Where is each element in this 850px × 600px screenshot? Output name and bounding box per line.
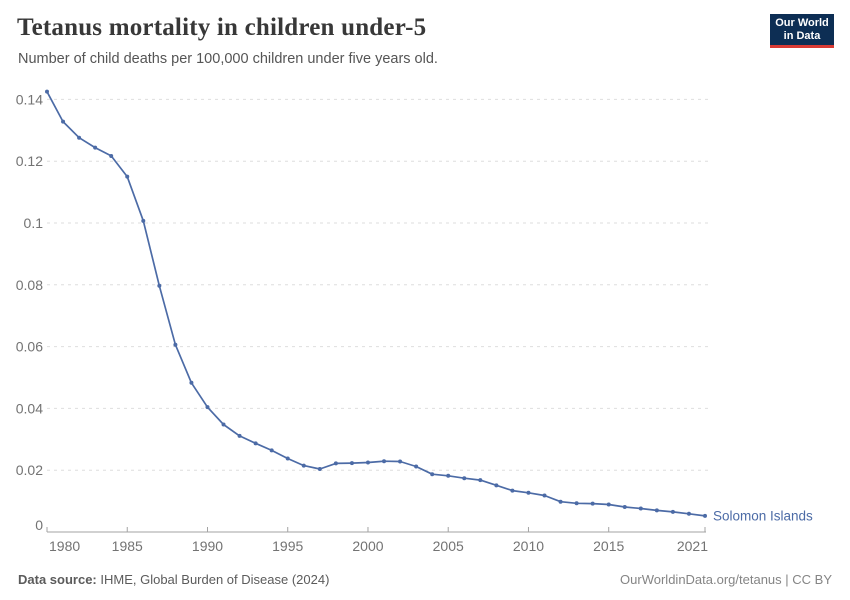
- series-entity-label[interactable]: Solomon Islands: [713, 508, 813, 523]
- data-point-marker[interactable]: [205, 405, 210, 410]
- data-point-marker[interactable]: [446, 473, 451, 478]
- x-axis-tick-label: 2005: [433, 538, 464, 554]
- owid-logo[interactable]: Our World in Data: [770, 14, 834, 48]
- y-axis-tick-label: 0.1: [24, 215, 44, 231]
- data-point-marker[interactable]: [414, 464, 419, 469]
- data-point-marker[interactable]: [654, 508, 659, 513]
- chart-title: Tetanus mortality in children under-5: [17, 14, 427, 41]
- chart-footer: Data source: IHME, Global Burden of Dise…: [18, 572, 832, 587]
- data-point-marker[interactable]: [606, 502, 611, 507]
- data-point-marker[interactable]: [125, 174, 130, 179]
- x-axis-tick-label: 1995: [272, 538, 303, 554]
- data-point-marker[interactable]: [301, 463, 306, 468]
- data-point-marker[interactable]: [333, 461, 338, 466]
- data-point-marker[interactable]: [253, 441, 258, 446]
- x-axis-tick-label: 2000: [352, 538, 383, 554]
- y-axis-tick-label: 0.02: [16, 462, 43, 478]
- data-point-marker[interactable]: [430, 472, 435, 477]
- data-source-note: Data source: IHME, Global Burden of Dise…: [18, 572, 329, 587]
- data-point-marker[interactable]: [173, 342, 178, 347]
- data-point-marker[interactable]: [141, 218, 146, 223]
- data-source-label: Data source:: [18, 572, 97, 587]
- x-axis-tick-label: 2021: [677, 538, 708, 554]
- data-point-marker[interactable]: [285, 456, 290, 461]
- data-point-marker[interactable]: [622, 504, 627, 509]
- data-point-marker[interactable]: [462, 476, 467, 481]
- y-axis-tick-label: 0.04: [16, 400, 43, 416]
- y-axis-tick-label: 0.06: [16, 339, 43, 355]
- data-point-marker[interactable]: [317, 466, 322, 471]
- owid-logo-accent-bar: [770, 45, 834, 48]
- data-point-marker[interactable]: [542, 493, 547, 498]
- data-point-marker[interactable]: [574, 501, 579, 506]
- y-axis-tick-label: 0.12: [16, 153, 43, 169]
- data-point-marker[interactable]: [526, 490, 531, 495]
- y-axis-tick-label: 0.14: [16, 91, 43, 107]
- data-point-marker[interactable]: [237, 433, 242, 438]
- license-credit-link[interactable]: OurWorldinData.org/tetanus | CC BY: [620, 572, 832, 587]
- data-point-marker[interactable]: [61, 119, 66, 124]
- data-point-marker[interactable]: [558, 499, 563, 504]
- y-axis-tick-label: 0.08: [16, 277, 43, 293]
- data-point-marker[interactable]: [398, 459, 403, 464]
- x-axis-tick-label: 2015: [593, 538, 624, 554]
- data-point-marker[interactable]: [686, 511, 691, 516]
- data-series-line[interactable]: [46, 90, 706, 517]
- data-point-marker[interactable]: [590, 501, 595, 506]
- data-point-marker[interactable]: [157, 283, 162, 288]
- data-point-marker[interactable]: [494, 483, 499, 488]
- owid-logo-box: Our World in Data: [770, 14, 834, 45]
- data-point-marker[interactable]: [77, 135, 82, 140]
- data-point-marker[interactable]: [221, 422, 226, 427]
- x-axis-tick-label: 1990: [192, 538, 223, 554]
- x-axis-tick-label: 1985: [112, 538, 143, 554]
- data-point-marker[interactable]: [703, 513, 707, 518]
- owid-logo-line1: Our World: [775, 16, 829, 29]
- data-point-marker[interactable]: [349, 461, 354, 466]
- y-axis-tick-label: 0: [35, 517, 43, 533]
- x-axis-tick-label: 1980: [49, 538, 80, 554]
- data-point-marker[interactable]: [45, 89, 49, 94]
- data-point-marker[interactable]: [638, 506, 643, 511]
- data-point-marker[interactable]: [365, 460, 370, 465]
- data-point-marker[interactable]: [109, 153, 114, 158]
- data-source-text: IHME, Global Burden of Disease (2024): [96, 572, 330, 587]
- data-point-marker[interactable]: [382, 459, 387, 464]
- data-point-marker[interactable]: [269, 448, 274, 453]
- data-point-marker[interactable]: [93, 145, 98, 150]
- data-point-marker[interactable]: [189, 380, 194, 385]
- data-point-marker[interactable]: [670, 509, 675, 514]
- chart-subtitle: Number of child deaths per 100,000 child…: [18, 51, 438, 67]
- data-point-marker[interactable]: [510, 488, 515, 493]
- x-axis-tick-label: 2010: [513, 538, 544, 554]
- data-point-marker[interactable]: [478, 478, 483, 483]
- owid-logo-line2: in Data: [783, 29, 821, 42]
